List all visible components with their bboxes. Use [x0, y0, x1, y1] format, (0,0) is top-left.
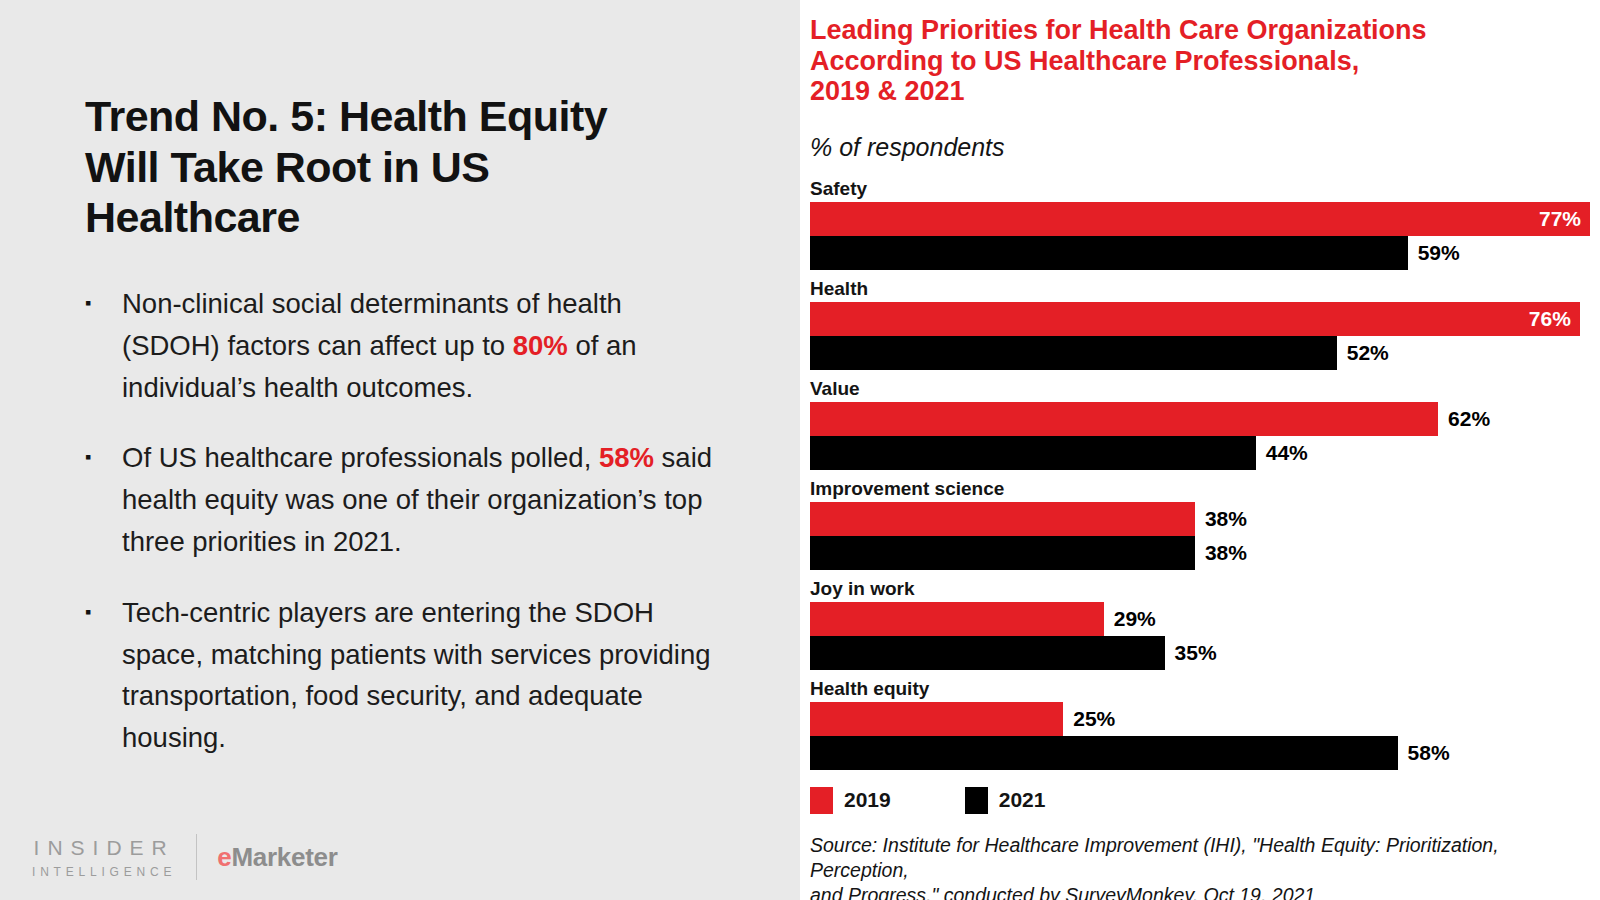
legend-swatch-2021 [965, 787, 988, 814]
emarketer-logo-e: e [217, 842, 231, 872]
bar-2021: 38% [810, 536, 1195, 570]
chart-row-joy-in-work: Joy in work 29% 35% [810, 578, 1590, 670]
bar-value-label: 52% [1347, 341, 1389, 365]
category-label: Health [810, 278, 1590, 300]
bullet-square-icon: ▪ [85, 283, 122, 408]
source-line: and Progress," conducted by SurveyMonkey… [810, 884, 1315, 900]
chart-title-line: 2019 & 2021 [810, 76, 1590, 107]
bullet-square-icon: ▪ [85, 437, 122, 562]
bar-2019: 29% [810, 602, 1104, 636]
left-text-panel: Trend No. 5: Health Equity Will Take Roo… [0, 0, 800, 900]
bullet-text: Non-clinical social determinants of heal… [122, 283, 722, 408]
bar-value-label: 29% [1114, 607, 1156, 631]
bullet-item: ▪ Non-clinical social determinants of he… [85, 283, 740, 408]
chart-row-improvement-science: Improvement science 38% 38% [810, 478, 1590, 570]
source-line: Source: Institute for Healthcare Improve… [810, 834, 1499, 881]
bar-2021: 59% [810, 236, 1408, 270]
page-title-line: Healthcare [85, 192, 740, 243]
bar-2021: 52% [810, 336, 1337, 370]
legend-label: 2019 [844, 788, 891, 812]
page-title-line: Trend No. 5: Health Equity [85, 91, 740, 142]
bar-value-label: 59% [1418, 241, 1460, 265]
chart-title-line: According to US Healthcare Professionals… [810, 46, 1590, 77]
insider-intelligence-logo: INSIDER INTELLIGENCE [32, 836, 176, 879]
category-label: Health equity [810, 678, 1590, 700]
bar-2021: 44% [810, 436, 1256, 470]
bar-value-label: 77% [1539, 207, 1581, 231]
legend-item-2021: 2021 [965, 787, 1046, 814]
chart-row-safety: Safety 77% 59% [810, 178, 1590, 270]
bar-chart: Safety 77% 59% Health 76% 52% Value 62% … [810, 178, 1590, 778]
bullet-item: ▪ Of US healthcare professionals polled,… [85, 437, 740, 562]
emarketer-logo-rest: Marketer [231, 842, 337, 872]
chart-legend: 2019 2021 [810, 787, 1590, 814]
bar-value-label: 58% [1408, 741, 1450, 765]
source-text: Source: Institute for Healthcare Improve… [810, 833, 1590, 900]
bullet-item: ▪ Tech-centric players are entering the … [85, 592, 740, 759]
page-title-line: Will Take Root in US [85, 142, 740, 193]
chart-row-health-equity: Health equity 25% 58% [810, 678, 1590, 770]
brand-footer: INSIDER INTELLIGENCE eMarketer [32, 834, 337, 880]
bar-2019: 77% [810, 202, 1590, 236]
bar-value-label: 38% [1205, 541, 1247, 565]
insider-logo-line2: INTELLIGENCE [32, 865, 176, 879]
bar-value-label: 25% [1073, 707, 1115, 731]
chart-row-value: Value 62% 44% [810, 378, 1590, 470]
bar-value-label: 35% [1175, 641, 1217, 665]
chart-panel: Leading Priorities for Health Care Organ… [800, 0, 1600, 900]
bar-value-label: 62% [1448, 407, 1490, 431]
legend-item-2019: 2019 [810, 787, 891, 814]
bar-value-label: 44% [1266, 441, 1308, 465]
bar-value-label: 76% [1529, 307, 1571, 331]
logo-divider [196, 834, 197, 880]
bar-2019: 62% [810, 402, 1438, 436]
category-label: Safety [810, 178, 1590, 200]
category-label: Improvement science [810, 478, 1590, 500]
legend-label: 2021 [999, 788, 1046, 812]
bar-2021: 35% [810, 636, 1165, 670]
insider-logo-line1: INSIDER [32, 836, 176, 860]
bar-value-label: 38% [1205, 507, 1247, 531]
chart-title: Leading Priorities for Health Care Organ… [810, 15, 1590, 107]
category-label: Value [810, 378, 1590, 400]
bar-2019: 38% [810, 502, 1195, 536]
chart-row-health: Health 76% 52% [810, 278, 1590, 370]
category-label: Joy in work [810, 578, 1590, 600]
bar-2019: 76% [810, 302, 1580, 336]
bar-2019: 25% [810, 702, 1063, 736]
emarketer-logo: eMarketer [217, 842, 337, 873]
bullet-text: Of US healthcare professionals polled, 5… [122, 437, 722, 562]
bullet-text: Tech-centric players are entering the SD… [122, 592, 722, 759]
legend-swatch-2019 [810, 787, 833, 814]
chart-title-line: Leading Priorities for Health Care Organ… [810, 15, 1590, 46]
bar-2021: 58% [810, 736, 1398, 770]
page-title: Trend No. 5: Health Equity Will Take Roo… [85, 91, 740, 243]
chart-subtitle: % of respondents [810, 133, 1590, 162]
bullet-square-icon: ▪ [85, 592, 122, 759]
